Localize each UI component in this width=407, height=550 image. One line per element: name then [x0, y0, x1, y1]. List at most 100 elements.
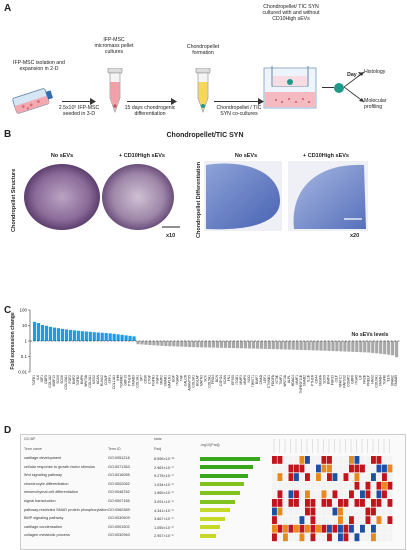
heatmap-cell [277, 464, 283, 473]
x-tick-label: PRG4 [211, 375, 215, 384]
heatmap-cell [354, 464, 360, 473]
heatmap-cell [360, 499, 365, 507]
bar [319, 341, 323, 351]
heatmap-cell [283, 499, 288, 507]
go-term-id: GO:0071363 [108, 464, 130, 469]
heatmap-cell [332, 499, 338, 507]
heatmap-cell [365, 473, 371, 481]
heatmap-cell [272, 524, 277, 533]
x-tick-label: MATN3 [199, 375, 203, 386]
heatmap-cell [343, 464, 349, 473]
y-tick-label: 10 [22, 323, 28, 328]
go-significance-bar [200, 508, 230, 513]
outcome-histology: Histology [364, 69, 386, 75]
go-padj: 2.957×10⁻⁵ [154, 534, 174, 539]
heatmap-cell [327, 481, 332, 490]
x-tick-label: CD36 [144, 375, 148, 384]
x-tick-label: MMP1 [295, 375, 299, 385]
heatmap-cell [272, 533, 277, 542]
x-tick-label: ITGAM [175, 375, 179, 386]
heatmap-cell [294, 490, 299, 499]
heatmap-cell [288, 533, 294, 542]
bar [164, 341, 168, 347]
heatmap-cell [327, 473, 332, 481]
go-term: BMP signaling pathway [24, 516, 64, 521]
bar [243, 341, 248, 349]
heatmap-cell [360, 473, 365, 481]
heatmap-cell [310, 533, 316, 542]
heatmap-cell [310, 464, 316, 473]
x-tick-label: TGFB1 [32, 375, 36, 386]
col-plus-sevs-left: + CD10High sEVs [118, 153, 165, 159]
y-tick-label: 0.01 [18, 370, 27, 375]
heatmap-cell [316, 473, 321, 481]
x-tick-label: MMP13 [52, 375, 56, 387]
heatmap-cell [376, 533, 382, 542]
x-tick-label: COL10A1 [64, 375, 68, 390]
heatmap-cell [305, 516, 310, 524]
heatmap-cell [387, 473, 393, 481]
bar [64, 329, 69, 341]
differentiation-images [204, 161, 368, 231]
x-tick-label: COL2A1 [88, 375, 92, 388]
go-significance-bar [200, 473, 248, 478]
heatmap-cell [332, 456, 338, 464]
panel-b-letter: B [4, 129, 12, 140]
heatmap-cell [376, 481, 382, 490]
x-tick-label: FN1 [227, 375, 231, 381]
x-tick-label: EGF [171, 375, 175, 382]
bar [128, 335, 132, 341]
bar [124, 335, 128, 341]
x-tick-label: ACAN [96, 374, 100, 384]
x-tick-label: BMP2 [72, 375, 76, 384]
x-tick-label: PTH1R [311, 374, 315, 385]
x-tick-label: SPARC [390, 374, 394, 386]
heatmap-cell [343, 499, 349, 507]
x-tick-label: SOX5 [323, 375, 327, 384]
heatmap-cell [316, 524, 321, 533]
heatmap-cell [277, 490, 283, 499]
bar [88, 331, 92, 341]
heatmap-cell [332, 507, 338, 516]
x-tick-label: WNT3A [283, 374, 287, 386]
heatmap-cell [360, 464, 365, 473]
heatmap-cell [310, 516, 316, 524]
heatmap-cell [349, 524, 354, 533]
bar [68, 329, 72, 341]
heatmap-cell [376, 473, 382, 481]
bar [323, 341, 327, 351]
bar [247, 341, 252, 349]
x-tick-label: BMP6 [80, 375, 84, 384]
bar [331, 341, 335, 352]
arrow-1 [62, 101, 92, 102]
x-tick-label: NFATC1 [339, 375, 343, 388]
go-term: pathway-restricted SMAD protein phosphor… [24, 507, 108, 512]
x-tick-label: FGF23 [331, 375, 335, 385]
heatmap-cell [288, 473, 294, 481]
x-tick-label: IL6 [36, 375, 40, 380]
go-padj: 9.278×10⁻⁹ [154, 474, 174, 479]
x-tick-label: NT5E [275, 374, 279, 383]
x-tick-label: PRELP [366, 374, 370, 386]
go-term: collagen metabolic process [24, 533, 70, 538]
heatmap-cell [365, 533, 371, 542]
heatmap-cell [354, 499, 360, 507]
heatmap-cell [294, 524, 299, 533]
x-tick-label: NOG [247, 375, 251, 383]
heatmap-cell [332, 533, 338, 542]
x-tick-label: HAS2 [370, 375, 374, 384]
heatmap-cell [387, 464, 393, 473]
heatmap-cell [310, 524, 316, 533]
heatmap-cell [387, 481, 393, 490]
bar [271, 341, 275, 350]
heatmap-cell [277, 481, 283, 490]
heatmap-cell [316, 481, 321, 490]
heatmap-cell [343, 490, 349, 499]
heatmap-cell [305, 524, 310, 533]
mag-x10: x10 [166, 233, 176, 239]
x-tick-label: GDF6 [350, 375, 354, 384]
bar [231, 341, 236, 349]
x-tick-label: COL3A1 [136, 375, 140, 388]
x-tick-label: COMP2 [347, 375, 351, 387]
heatmap-cell [365, 516, 371, 524]
